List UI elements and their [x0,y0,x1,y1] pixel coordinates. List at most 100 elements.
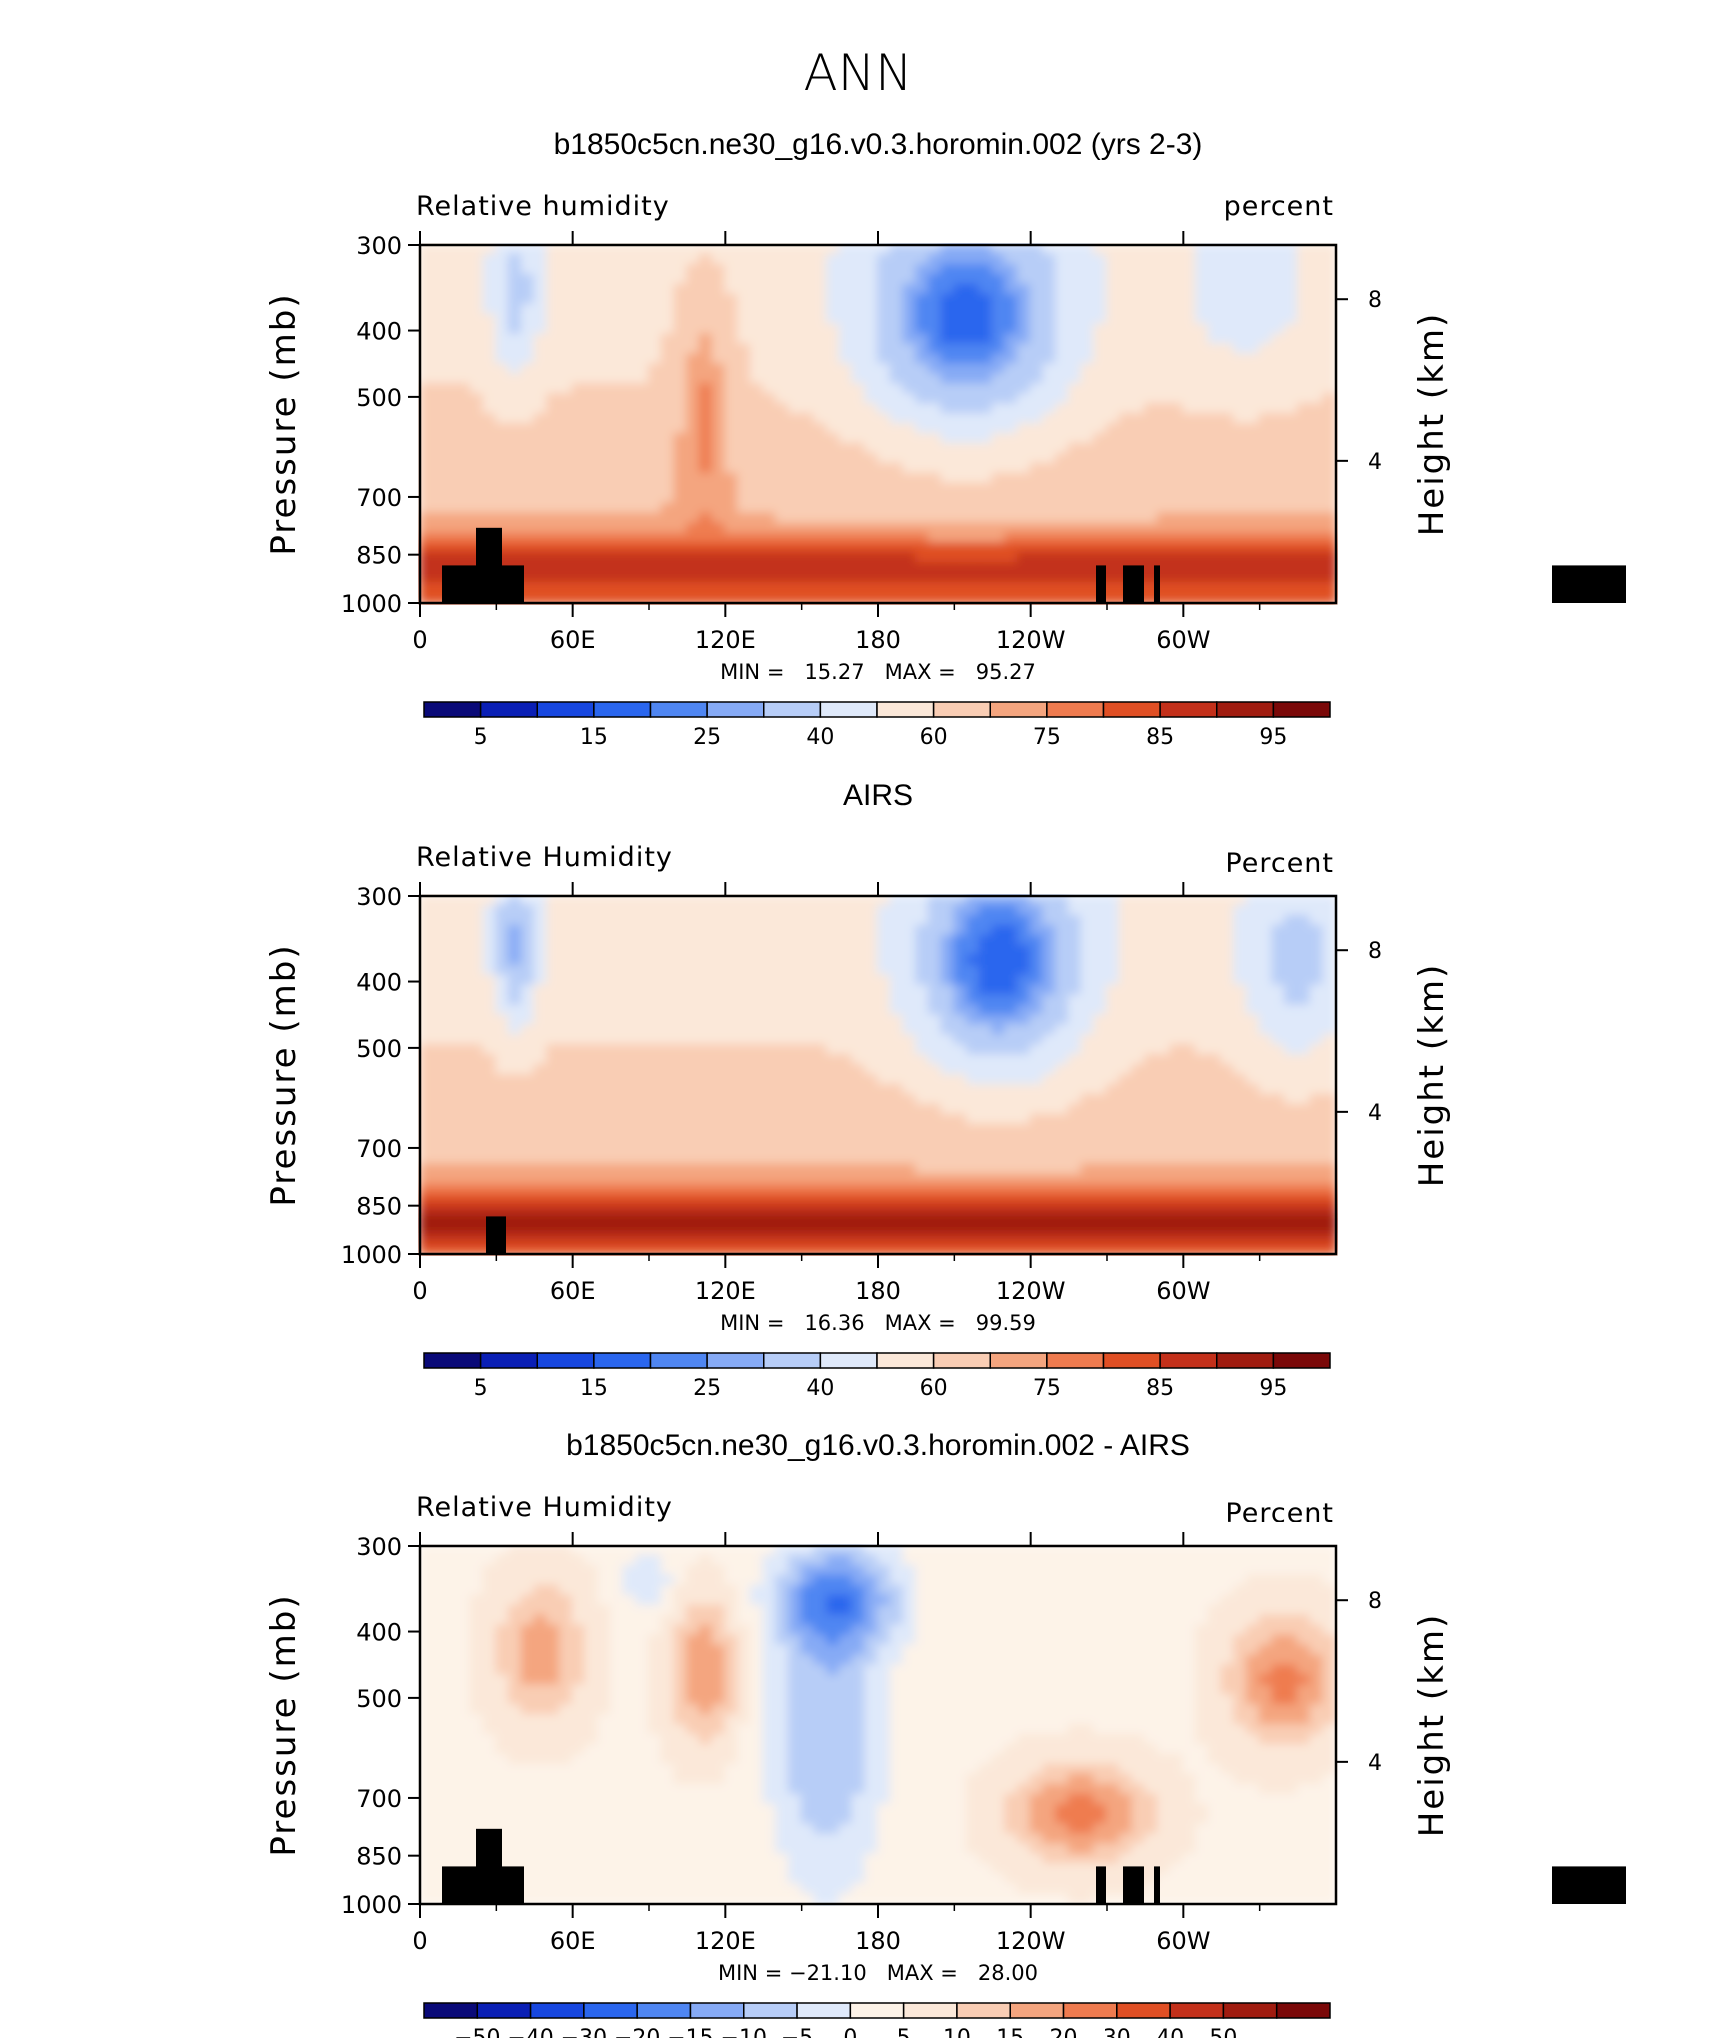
field-cell [1131,423,1147,435]
field-cell [1169,293,1185,306]
field-cell [444,502,460,515]
field-cell [482,1123,498,1136]
field-cell [1296,1113,1312,1126]
field-cell [1271,283,1287,296]
field-cell [1067,934,1083,947]
field-cell [546,313,561,326]
field-cell [1271,1203,1287,1216]
field-cell [508,964,523,977]
field-cell [1220,502,1236,515]
field-cell [1296,512,1312,525]
colorbar-box [1216,701,1275,718]
field-cell [1271,1064,1287,1076]
field-cell [1016,452,1032,465]
field-cell [1245,1203,1261,1216]
field-cell [813,1133,829,1146]
y-tick-label: 850 [356,542,402,570]
field-cell [1195,363,1210,376]
field-cell [648,502,663,515]
field-cell [1106,592,1121,604]
field-cell [533,462,549,475]
field-cell [1004,413,1019,425]
field-cell [419,522,434,535]
field-cell [1093,253,1108,266]
field-cell [1067,974,1083,987]
field-cell [457,373,472,386]
field-cell [444,532,460,545]
field-cell [749,1123,765,1136]
field-cell [737,263,752,276]
field-cell [1144,1143,1159,1156]
field-cell [749,934,765,947]
field-cell [826,1014,841,1027]
field-cell [775,1064,790,1076]
field-cell [495,492,511,505]
field-cell [966,323,981,336]
field-cell [711,1083,727,1096]
field-cell [1296,462,1312,475]
field-cell [444,472,460,485]
field-cell [940,273,956,286]
field-cell [953,562,969,575]
colorbar-label: 5 [474,725,488,750]
field-cell [469,293,485,306]
field-cell [1067,592,1083,604]
field-cell [940,492,956,505]
field-cell [622,442,638,455]
field-cell [482,1143,498,1156]
field-cell [609,313,625,326]
field-cell [927,1093,943,1106]
field-cell [520,944,536,957]
field-cell [1284,1074,1299,1086]
field-cell [495,924,511,937]
field-cell [1271,1163,1287,1176]
field-cell [571,1153,587,1166]
field-cell [864,373,879,386]
field-cell [698,1133,714,1146]
field-cell [915,1004,930,1017]
field-cell [1067,1044,1083,1057]
field-cell [431,482,447,495]
field-cell [1258,353,1274,366]
field-cell [775,1133,790,1146]
field-cell [660,1183,676,1196]
field-cell [1067,895,1083,907]
field-cell [457,353,472,366]
field-cell [953,273,969,286]
field-cell [571,1173,587,1186]
field-cell [1271,383,1287,396]
field-cell [1284,1044,1299,1057]
field-cell [851,353,867,366]
field-cell [762,1133,778,1146]
field-cell [851,954,867,967]
field-cell [902,313,918,326]
field-cell [851,1093,867,1106]
colorbar-box [876,701,935,718]
field-cell [889,482,905,495]
field-cell [1004,994,1019,1007]
field-cell [1207,413,1223,425]
field-cell [1258,1113,1274,1126]
field-cell [1156,303,1172,316]
field-cell [558,423,574,435]
field-cell [1322,353,1337,366]
colorbar-box [593,701,652,718]
field-cell [953,293,969,306]
field-cell [775,283,790,296]
field-cell [1169,1054,1185,1067]
field-cell [1207,1143,1223,1156]
field-cell [1169,313,1185,326]
field-cell [1106,413,1121,425]
field-cell [940,293,956,306]
field-cell [1042,1123,1058,1136]
field-cell [597,934,612,947]
field-cell [1284,924,1299,937]
field-cell [762,363,778,376]
field-cell [444,1123,460,1136]
field-cell [1156,383,1172,396]
field-cell [889,914,905,927]
field-cell [711,333,727,346]
field-cell [940,263,956,276]
field-cell [1245,572,1261,585]
field-cell [584,482,600,495]
